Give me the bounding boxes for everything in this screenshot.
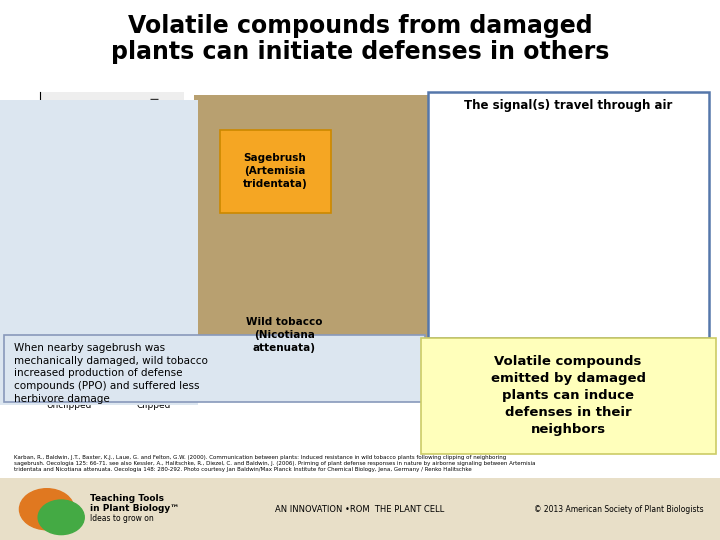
Bar (130, 336, 177, 397)
Bar (468, 173, 516, 316)
Bar (554, 197, 601, 316)
Text: When nearby sagebrush was
mechanically damaged, wild tobacco
increased productio: When nearby sagebrush was mechanically d… (14, 343, 208, 404)
Text: Karban, R., Baldwin, J.T., Baxter, K.J., Laue, G. and Felton, G.W. (2000). Commu: Karban, R., Baldwin, J.T., Baxter, K.J.,… (14, 455, 536, 472)
Text: AN INNOVATION •ROM  THE PLANT CELL: AN INNOVATION •ROM THE PLANT CELL (275, 505, 445, 514)
Text: Teaching Tools: Teaching Tools (90, 495, 164, 503)
Text: Wild tobacco
(Nicotiana
attenuata): Wild tobacco (Nicotiana attenuata) (246, 317, 323, 353)
Y-axis label: Proportion damaged: Proportion damaged (427, 174, 436, 266)
Text: Sagebrush
(Artemisia
tridentata): Sagebrush (Artemisia tridentata) (243, 153, 307, 189)
Text: Ideas to grow on: Ideas to grow on (90, 514, 154, 523)
Text: Volatile compounds
emitted by damaged
plants can induce
defenses in their
neighb: Volatile compounds emitted by damaged pl… (490, 355, 646, 436)
Bar (130, 124, 177, 235)
Bar (46, 285, 93, 397)
Bar (640, 156, 688, 316)
Text: The signal(s) travel through air: The signal(s) travel through air (464, 99, 672, 112)
Text: Blocked Air Contact: Blocked Air Contact (534, 127, 622, 137)
Y-axis label: Proportion damaged: Proportion damaged (9, 279, 18, 372)
Text: Volatile compounds from damaged: Volatile compounds from damaged (127, 14, 593, 37)
Text: plants can initiate defenses in others: plants can initiate defenses in others (111, 40, 609, 64)
Text: in Plant Biology™: in Plant Biology™ (90, 504, 179, 513)
Bar (46, 210, 93, 235)
Text: © 2013 American Society of Plant Biologists: © 2013 American Society of Plant Biologi… (534, 505, 704, 514)
Y-axis label: PPO Activity: PPO Activity (12, 136, 21, 191)
